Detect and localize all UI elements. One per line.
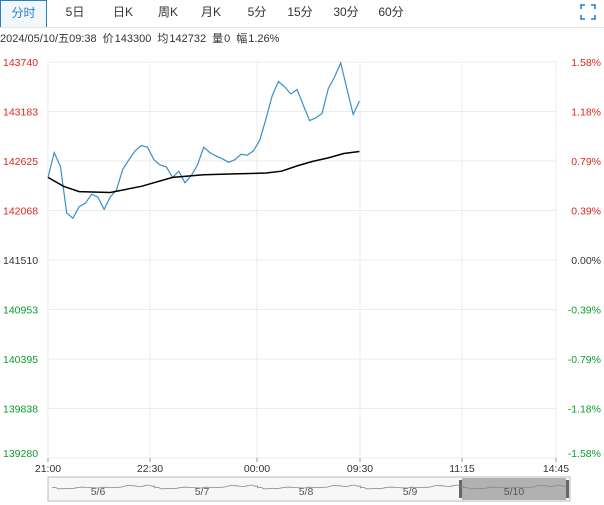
pct-tick-label: -0.79%: [568, 354, 601, 366]
tab-15min[interactable]: 15分: [287, 5, 313, 19]
volume-label: 量: [212, 33, 224, 45]
x-tick-label: 22:30: [137, 463, 163, 475]
navigator-date-label: 5/10: [504, 486, 525, 498]
x-tick-label: 00:00: [244, 463, 270, 475]
fullscreen-icon[interactable]: [580, 4, 596, 20]
tab-5min[interactable]: 5分: [247, 5, 267, 19]
x-tick-label: 21:00: [35, 463, 61, 475]
quote-datetime: 2024/05/10/五09:38: [0, 33, 97, 45]
pct-tick-label: -1.18%: [568, 404, 601, 416]
price-label: 价: [102, 33, 114, 45]
y-tick-label: 140953: [3, 305, 38, 317]
x-tick-label: 11:15: [449, 463, 475, 475]
average-line: [47, 150, 360, 194]
navigator-date-label: 5/7: [195, 486, 210, 498]
navigator-date-label: 5/9: [403, 486, 418, 498]
y-tick-label: 143183: [3, 107, 38, 119]
tab-monthly-k[interactable]: 月K: [200, 5, 221, 19]
price-value: 143300: [114, 33, 152, 45]
y-tick-label: 142625: [3, 156, 38, 168]
navigator-handle-left: [459, 480, 462, 498]
avg-value: 142732: [169, 33, 207, 45]
tab-intraday[interactable]: 分时: [0, 0, 47, 27]
period-tabs: 分时 5日 日K 周K 月K 5分 15分 30分 60分: [0, 0, 604, 28]
navigator-handle-right: [566, 480, 569, 498]
pct-tick-label: -0.39%: [568, 305, 601, 317]
y-tick-label: 139838: [3, 404, 38, 416]
navigator-date-label: 5/8: [299, 486, 314, 498]
tab-30min[interactable]: 30分: [333, 5, 359, 19]
tab-5day[interactable]: 5日: [65, 5, 85, 19]
navigator-selection: [462, 478, 566, 500]
tab-weekly-k[interactable]: 周K: [157, 5, 178, 19]
x-tick-label: 14:45: [543, 463, 569, 475]
volume-value: 0: [224, 33, 231, 45]
y-tick-label: 142068: [3, 206, 38, 218]
y-tick-label: 143740: [3, 57, 38, 69]
change-label: 幅: [236, 33, 248, 45]
navigator-mini-trend: [51, 484, 567, 490]
y-tick-label: 141510: [3, 255, 38, 267]
pct-tick-label: 1.18%: [571, 107, 601, 119]
avg-label: 均: [157, 33, 169, 45]
tab-daily-k[interactable]: 日K: [112, 5, 133, 19]
navigator-date-label: 5/6: [91, 486, 106, 498]
pct-tick-label: 0.00%: [571, 255, 601, 267]
pct-tick-label: 0.79%: [571, 156, 601, 168]
change-value: 1.26%: [248, 33, 280, 45]
x-tick-label: 09:30: [347, 463, 373, 475]
quote-info-bar: 2024/05/10/五09:38 价143300 均142732 量0 幅1.26%: [0, 30, 604, 48]
price-line: [47, 61, 360, 220]
pct-tick-label: 1.58%: [571, 57, 601, 69]
y-tick-label: 139280: [3, 448, 38, 460]
pct-tick-label: 0.39%: [571, 206, 601, 218]
tab-60min[interactable]: 60分: [378, 5, 404, 19]
pct-tick-label: -1.58%: [568, 448, 601, 460]
y-tick-label: 140395: [3, 354, 38, 366]
